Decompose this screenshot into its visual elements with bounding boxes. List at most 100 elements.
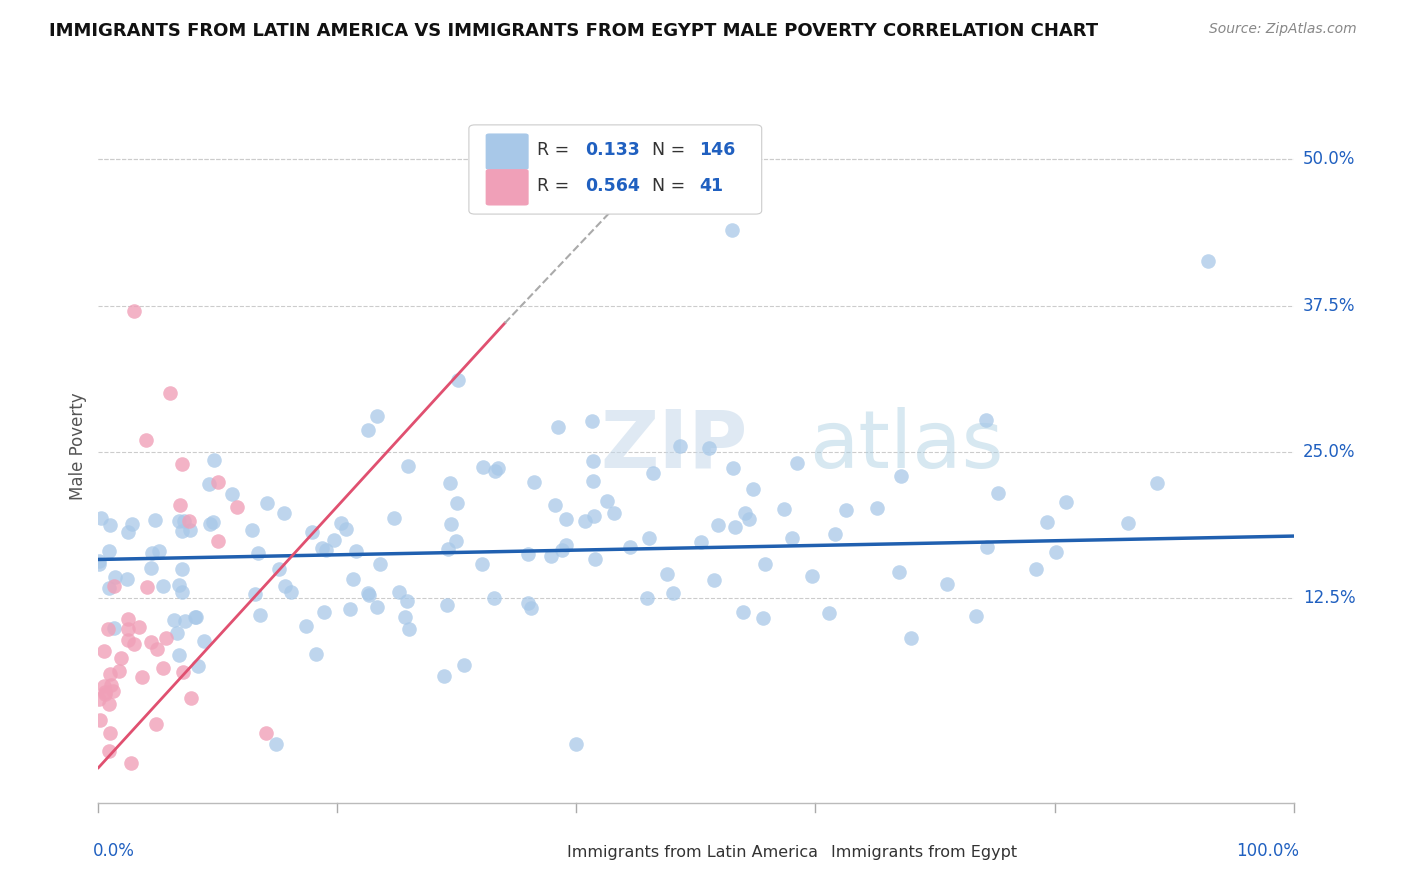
Point bbox=[437, 541, 460, 556]
Point bbox=[734, 506, 756, 520]
Point bbox=[890, 469, 912, 483]
Point bbox=[172, 524, 194, 538]
Text: 37.5%: 37.5% bbox=[1303, 297, 1355, 315]
Point bbox=[97, 622, 120, 636]
Point bbox=[104, 570, 127, 584]
Point bbox=[280, 585, 302, 599]
Point bbox=[117, 622, 139, 636]
Point bbox=[273, 506, 295, 520]
Point bbox=[356, 586, 378, 600]
FancyBboxPatch shape bbox=[485, 134, 529, 169]
Point bbox=[274, 579, 297, 593]
Point bbox=[139, 634, 162, 648]
Point bbox=[520, 600, 543, 615]
Text: 41: 41 bbox=[700, 177, 724, 194]
Point bbox=[565, 737, 588, 751]
Point bbox=[444, 533, 467, 548]
Point bbox=[247, 546, 270, 560]
Point bbox=[117, 524, 139, 539]
Point bbox=[167, 514, 190, 528]
Point bbox=[202, 452, 225, 467]
Text: Immigrants from Egypt: Immigrants from Egypt bbox=[831, 846, 1017, 860]
Point bbox=[751, 611, 773, 625]
Point bbox=[198, 477, 221, 491]
Text: Immigrants from Latin America: Immigrants from Latin America bbox=[567, 846, 818, 860]
Point bbox=[486, 461, 509, 475]
Point bbox=[638, 531, 661, 545]
Point bbox=[312, 606, 335, 620]
Point bbox=[388, 585, 411, 599]
Point bbox=[311, 541, 333, 556]
Point bbox=[636, 591, 658, 605]
Point bbox=[540, 549, 562, 564]
Point bbox=[159, 386, 181, 401]
Point bbox=[121, 517, 143, 532]
Point bbox=[738, 512, 761, 526]
Point bbox=[184, 610, 207, 624]
Text: 0.133: 0.133 bbox=[585, 141, 640, 159]
Text: ZIP: ZIP bbox=[600, 407, 748, 485]
Point bbox=[724, 520, 747, 534]
Point bbox=[124, 637, 146, 651]
Point bbox=[544, 498, 567, 512]
Point bbox=[97, 582, 120, 596]
Point bbox=[207, 475, 229, 489]
Point bbox=[1146, 476, 1168, 491]
Point bbox=[835, 503, 858, 517]
Text: R =: R = bbox=[537, 177, 569, 194]
Point bbox=[243, 587, 266, 601]
Point bbox=[436, 598, 458, 612]
Point bbox=[108, 664, 131, 678]
Point bbox=[517, 547, 540, 561]
Point bbox=[202, 515, 225, 529]
Point bbox=[817, 606, 839, 620]
Text: N =: N = bbox=[652, 141, 685, 159]
Point bbox=[342, 572, 364, 586]
Point bbox=[117, 632, 139, 647]
Point bbox=[1197, 253, 1219, 268]
Text: R =: R = bbox=[537, 141, 569, 159]
Point bbox=[141, 546, 163, 560]
Point bbox=[240, 523, 263, 537]
Point bbox=[344, 544, 367, 558]
Point bbox=[446, 496, 468, 510]
Point bbox=[264, 737, 287, 751]
Point bbox=[186, 610, 208, 624]
Point bbox=[89, 713, 111, 727]
Point bbox=[179, 523, 201, 537]
Point bbox=[94, 685, 117, 699]
Point bbox=[523, 475, 546, 490]
Point bbox=[1116, 516, 1139, 531]
Point bbox=[295, 619, 318, 633]
Point bbox=[440, 516, 463, 531]
Point bbox=[167, 578, 190, 592]
Point bbox=[359, 588, 381, 602]
Point bbox=[603, 507, 626, 521]
Point bbox=[179, 514, 201, 528]
Point bbox=[315, 542, 337, 557]
Point bbox=[547, 419, 569, 434]
Point bbox=[117, 572, 139, 586]
Point bbox=[555, 512, 578, 526]
Point bbox=[357, 423, 380, 437]
Point bbox=[382, 511, 405, 525]
Point bbox=[731, 605, 754, 619]
Point bbox=[124, 304, 146, 318]
Point bbox=[193, 634, 215, 648]
Point bbox=[93, 644, 115, 658]
Point bbox=[900, 631, 922, 645]
Point bbox=[173, 614, 195, 628]
Point bbox=[187, 659, 209, 673]
Text: 100.0%: 100.0% bbox=[1236, 842, 1299, 860]
Point bbox=[987, 485, 1010, 500]
Point bbox=[139, 561, 162, 575]
Point bbox=[482, 591, 505, 605]
Point bbox=[335, 522, 357, 536]
Point bbox=[323, 533, 346, 548]
Text: Source: ZipAtlas.com: Source: ZipAtlas.com bbox=[1209, 22, 1357, 37]
Point bbox=[145, 717, 167, 731]
Point bbox=[596, 494, 619, 508]
FancyBboxPatch shape bbox=[485, 169, 529, 205]
Point bbox=[1025, 562, 1047, 576]
Point bbox=[780, 531, 803, 545]
